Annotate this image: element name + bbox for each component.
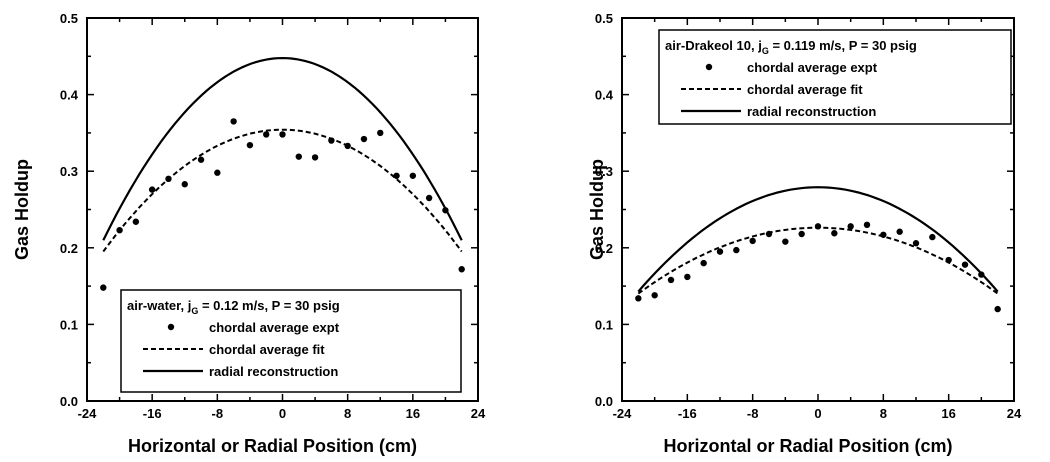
data-point (311, 154, 319, 161)
x-tick-label: 24 (471, 406, 486, 421)
data-point (230, 118, 237, 125)
data-point (733, 246, 740, 254)
legend-marker-point (167, 323, 175, 331)
x-tick-label: 0 (279, 406, 286, 421)
y-tick-label: 0.0 (595, 394, 613, 409)
x-tick-label: -16 (678, 406, 697, 421)
data-point (148, 186, 156, 193)
x-tick-label: -8 (747, 406, 759, 421)
y-tick-label: 0.3 (60, 164, 78, 179)
data-point (295, 153, 302, 160)
data-point (651, 292, 658, 299)
legend-entry-label: radial reconstruction (747, 104, 876, 119)
y-tick-label: 0.4 (60, 88, 79, 103)
x-axis-label: Horizontal or Radial Position (cm) (663, 436, 952, 456)
data-point (214, 169, 221, 176)
x-tick-label: 8 (880, 406, 887, 421)
data-point (263, 131, 270, 138)
y-tick-label: 0.0 (60, 394, 78, 409)
data-point (377, 129, 384, 137)
chart-panel-1: -24 -16 -8 0 8 16 24 0.0 0.1 0.2 0.3 0.4 0.5 Horizont… (12, 11, 486, 456)
legend-title: air-Drakeol 10, jG = 0.119 m/s, P = 30 p… (665, 38, 917, 56)
legend-entry-label: radial reconstruction (209, 364, 338, 379)
y-tick-label: 0.4 (595, 88, 614, 103)
data-point (409, 172, 417, 179)
legend-marker-point (705, 63, 713, 71)
data-point (929, 233, 936, 241)
y-tick-label: 0.2 (595, 241, 613, 256)
data-point (831, 230, 838, 237)
data-point (684, 273, 691, 281)
legend: air-Drakeol 10, jG = 0.119 m/s, P = 30 p… (658, 29, 1012, 125)
data-point (181, 181, 188, 188)
y-axis-label: Gas Holdup (12, 159, 32, 260)
y-tick-label: 0.1 (60, 317, 78, 332)
data-point (667, 276, 675, 284)
data-point (458, 266, 465, 273)
legend: air-water, jG = 0.12 m/s, P = 30 psig cho… (120, 289, 462, 393)
legend-entry-label: chordal average fit (747, 82, 863, 97)
x-tick-label: 16 (941, 406, 955, 421)
y-tick-label: 0.5 (60, 11, 78, 26)
data-point (863, 221, 871, 229)
x-tick-label: 24 (1007, 406, 1022, 421)
x-tick-label: -24 (78, 406, 98, 421)
data-point (279, 131, 286, 138)
legend-box (120, 289, 462, 393)
x-tick-label: -8 (212, 406, 224, 421)
legend-title: air-water, jG = 0.12 m/s, P = 30 psig (127, 298, 340, 316)
data-point (782, 238, 789, 245)
data-point (716, 248, 724, 255)
data-point (847, 223, 854, 230)
data-point (912, 240, 920, 247)
y-tick-label: 0.5 (595, 11, 613, 26)
data-point (132, 218, 140, 225)
x-tick-label: -16 (143, 406, 162, 421)
series-line-fit (637, 226, 999, 295)
data-point (635, 295, 642, 302)
x-axis-label: Horizontal or Radial Position (cm) (128, 436, 417, 456)
y-tick-label: 0.3 (595, 164, 613, 179)
y-tick-label: 0.1 (595, 317, 613, 332)
legend-box (658, 29, 1012, 125)
legend-entry-label: chordal average expt (747, 60, 878, 75)
legend-entry-label: chordal average fit (209, 342, 325, 357)
chart-panel-2: -24 -16 -8 0 8 16 24 0.0 0.1 0.2 0.3 0.4 0.5 Horizont… (587, 11, 1022, 456)
legend-entry-label: chordal average expt (209, 320, 340, 335)
data-point (393, 172, 400, 179)
data-point (798, 230, 805, 238)
data-point (197, 156, 205, 163)
x-tick-label: 8 (344, 406, 351, 421)
data-point (425, 194, 433, 202)
data-point (360, 135, 368, 143)
data-point (700, 259, 707, 267)
data-point (246, 141, 254, 149)
y-tick-label: 0.2 (60, 241, 78, 256)
x-tick-label: 0 (814, 406, 821, 421)
data-point (961, 261, 969, 268)
data-point (100, 284, 107, 291)
series-line-radial (102, 56, 463, 241)
data-point (896, 228, 903, 235)
x-tick-label: -24 (613, 406, 633, 421)
data-point (994, 305, 1001, 313)
y-axis-label: Gas Holdup (587, 159, 607, 260)
x-tick-label: 16 (406, 406, 420, 421)
series-line-fit (102, 128, 463, 253)
data-point (749, 237, 756, 245)
series-line-radial (637, 186, 999, 293)
